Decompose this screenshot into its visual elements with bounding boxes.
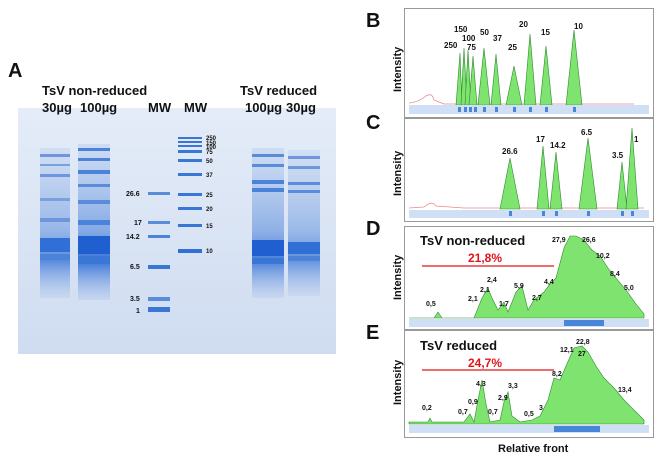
peak-label: 25	[508, 43, 517, 52]
panel-d-percent: 21,8%	[468, 251, 503, 265]
peak-label: 1	[634, 135, 639, 144]
peak-label: 27,9	[552, 237, 566, 244]
peak-label: 3,3	[508, 383, 518, 390]
peak-label: 150	[454, 25, 468, 34]
peak-label: 4,3	[476, 381, 486, 388]
peak-label: 250	[444, 41, 458, 50]
peak-label: 2,9	[498, 395, 508, 402]
mw-right-label: 250	[206, 136, 217, 142]
panel-c-letter: C	[366, 112, 381, 134]
panel-e-letter: E	[366, 322, 380, 344]
peak-label: 27	[578, 351, 586, 358]
mw-right-label: 10	[206, 249, 213, 255]
panel-e-percent: 24,7%	[468, 356, 503, 370]
peak-label: 0,9	[468, 399, 478, 406]
panel-d-title: TsV non-reduced	[420, 233, 526, 248]
peak-label: 4,4	[544, 279, 554, 286]
peak-label: 5,0	[624, 285, 634, 292]
panel-b-ylabel: Intensity	[392, 46, 404, 92]
mw-right-label: 20	[206, 207, 213, 213]
densitogram-c: 26.6 17 14.2 6.5 3.5 1	[404, 118, 654, 222]
gel-title-non-reduced: TsV non-reduced	[42, 83, 148, 98]
mw-left-label: 1	[136, 308, 140, 315]
lane-non-reduced-30ug	[40, 148, 70, 298]
peak-label: 20	[519, 20, 528, 29]
peak-label: 2,7	[532, 295, 542, 302]
peak-label: 2,1	[480, 287, 490, 294]
mw-right-label: 50	[206, 159, 213, 165]
peak-label: 100	[462, 34, 476, 43]
peak-label: 50	[480, 28, 489, 37]
lane-mw-large	[178, 137, 202, 253]
mw-left-label: 6.5	[130, 264, 140, 271]
peak-label: 0,5	[426, 301, 436, 308]
mw-left-label: 3.5	[130, 296, 140, 303]
panel-a-letter: A	[8, 60, 23, 82]
panel-e-ylabel: Intensity	[392, 359, 404, 405]
peak-label: 37	[493, 34, 502, 43]
mw-left-label: 14.2	[126, 234, 140, 241]
peak-label: 14.2	[550, 141, 566, 150]
densitogram-e: 0,2 0,7 0,9 4,3 0,7 2,9 3,3 0,5 3 8,2 12…	[404, 330, 654, 438]
panel-c-ylabel: Intensity	[392, 150, 404, 196]
peak-label: 0,2	[422, 405, 432, 412]
mw-right-label: 25	[206, 193, 213, 199]
peak-label: 15	[541, 28, 550, 37]
peak-label: 2,4	[487, 277, 497, 284]
lane-reduced-100ug	[252, 148, 284, 298]
lane-mw-small	[148, 192, 170, 312]
mw-right-label: 37	[206, 173, 213, 179]
peak-label: 0,5	[524, 411, 534, 418]
peak-label: 10,2	[596, 253, 610, 260]
lane-label: 100µg	[245, 100, 283, 115]
lane-reduced-30ug	[288, 150, 320, 296]
peak-label: 6.5	[581, 128, 593, 137]
peak-label: 3.5	[612, 151, 624, 160]
mw-right-label: 100	[206, 145, 217, 151]
mw-left-label: 26.6	[126, 191, 140, 198]
lane-label: 30µg	[286, 100, 316, 115]
peak-label: 1,7	[499, 301, 509, 308]
gel-title-reduced: TsV reduced	[240, 83, 318, 98]
peak-label: 8,2	[552, 371, 562, 378]
lane-label: MW	[148, 100, 172, 115]
mw-right-label: 150	[206, 141, 217, 147]
peak-label: 8,4	[610, 271, 620, 278]
peak-label: 26,6	[582, 237, 596, 244]
panel-d-ylabel: Intensity	[392, 254, 404, 300]
panel-d-letter: D	[366, 218, 381, 240]
peak-label: 0,7	[458, 409, 468, 416]
panel-b-letter: B	[366, 10, 381, 32]
peak-label: 0,7	[488, 409, 498, 416]
mw-right-label: 75	[206, 150, 213, 156]
mw-right-label: 15	[206, 224, 213, 230]
peak-label: 22,8	[576, 339, 590, 346]
peak-label: 17	[536, 135, 545, 144]
mw-left-label: 17	[134, 220, 142, 227]
peak-label: 10	[574, 22, 583, 31]
peak-label: 5,9	[514, 283, 524, 290]
panel-e-title: TsV reduced	[420, 338, 498, 353]
x-axis-title: Relative front	[498, 443, 569, 455]
densitogram-d: 0,5 2,1 2,1 2,4 1,7 5,9 2,7 4,4 27,9 26,…	[404, 226, 654, 330]
lane-label: 100µg	[80, 100, 118, 115]
peak-label: 12,1	[560, 347, 574, 354]
lane-label: 30µg	[42, 100, 72, 115]
peak-label: 3	[539, 405, 543, 412]
lane-non-reduced-100ug	[78, 144, 110, 300]
peak-label: 26.6	[502, 147, 518, 156]
lane-label: MW	[184, 100, 208, 115]
densitogram-b: 250 150 100 75 50 37 25 20 15 10	[404, 8, 654, 118]
peak-label: 13,4	[618, 387, 632, 394]
gel-image: 26.6 17 14.2 6.5 3.5 1 250 150 100 75 50…	[18, 108, 336, 354]
peak-label: 2,1	[468, 296, 478, 303]
peak-label: 75	[467, 43, 476, 52]
